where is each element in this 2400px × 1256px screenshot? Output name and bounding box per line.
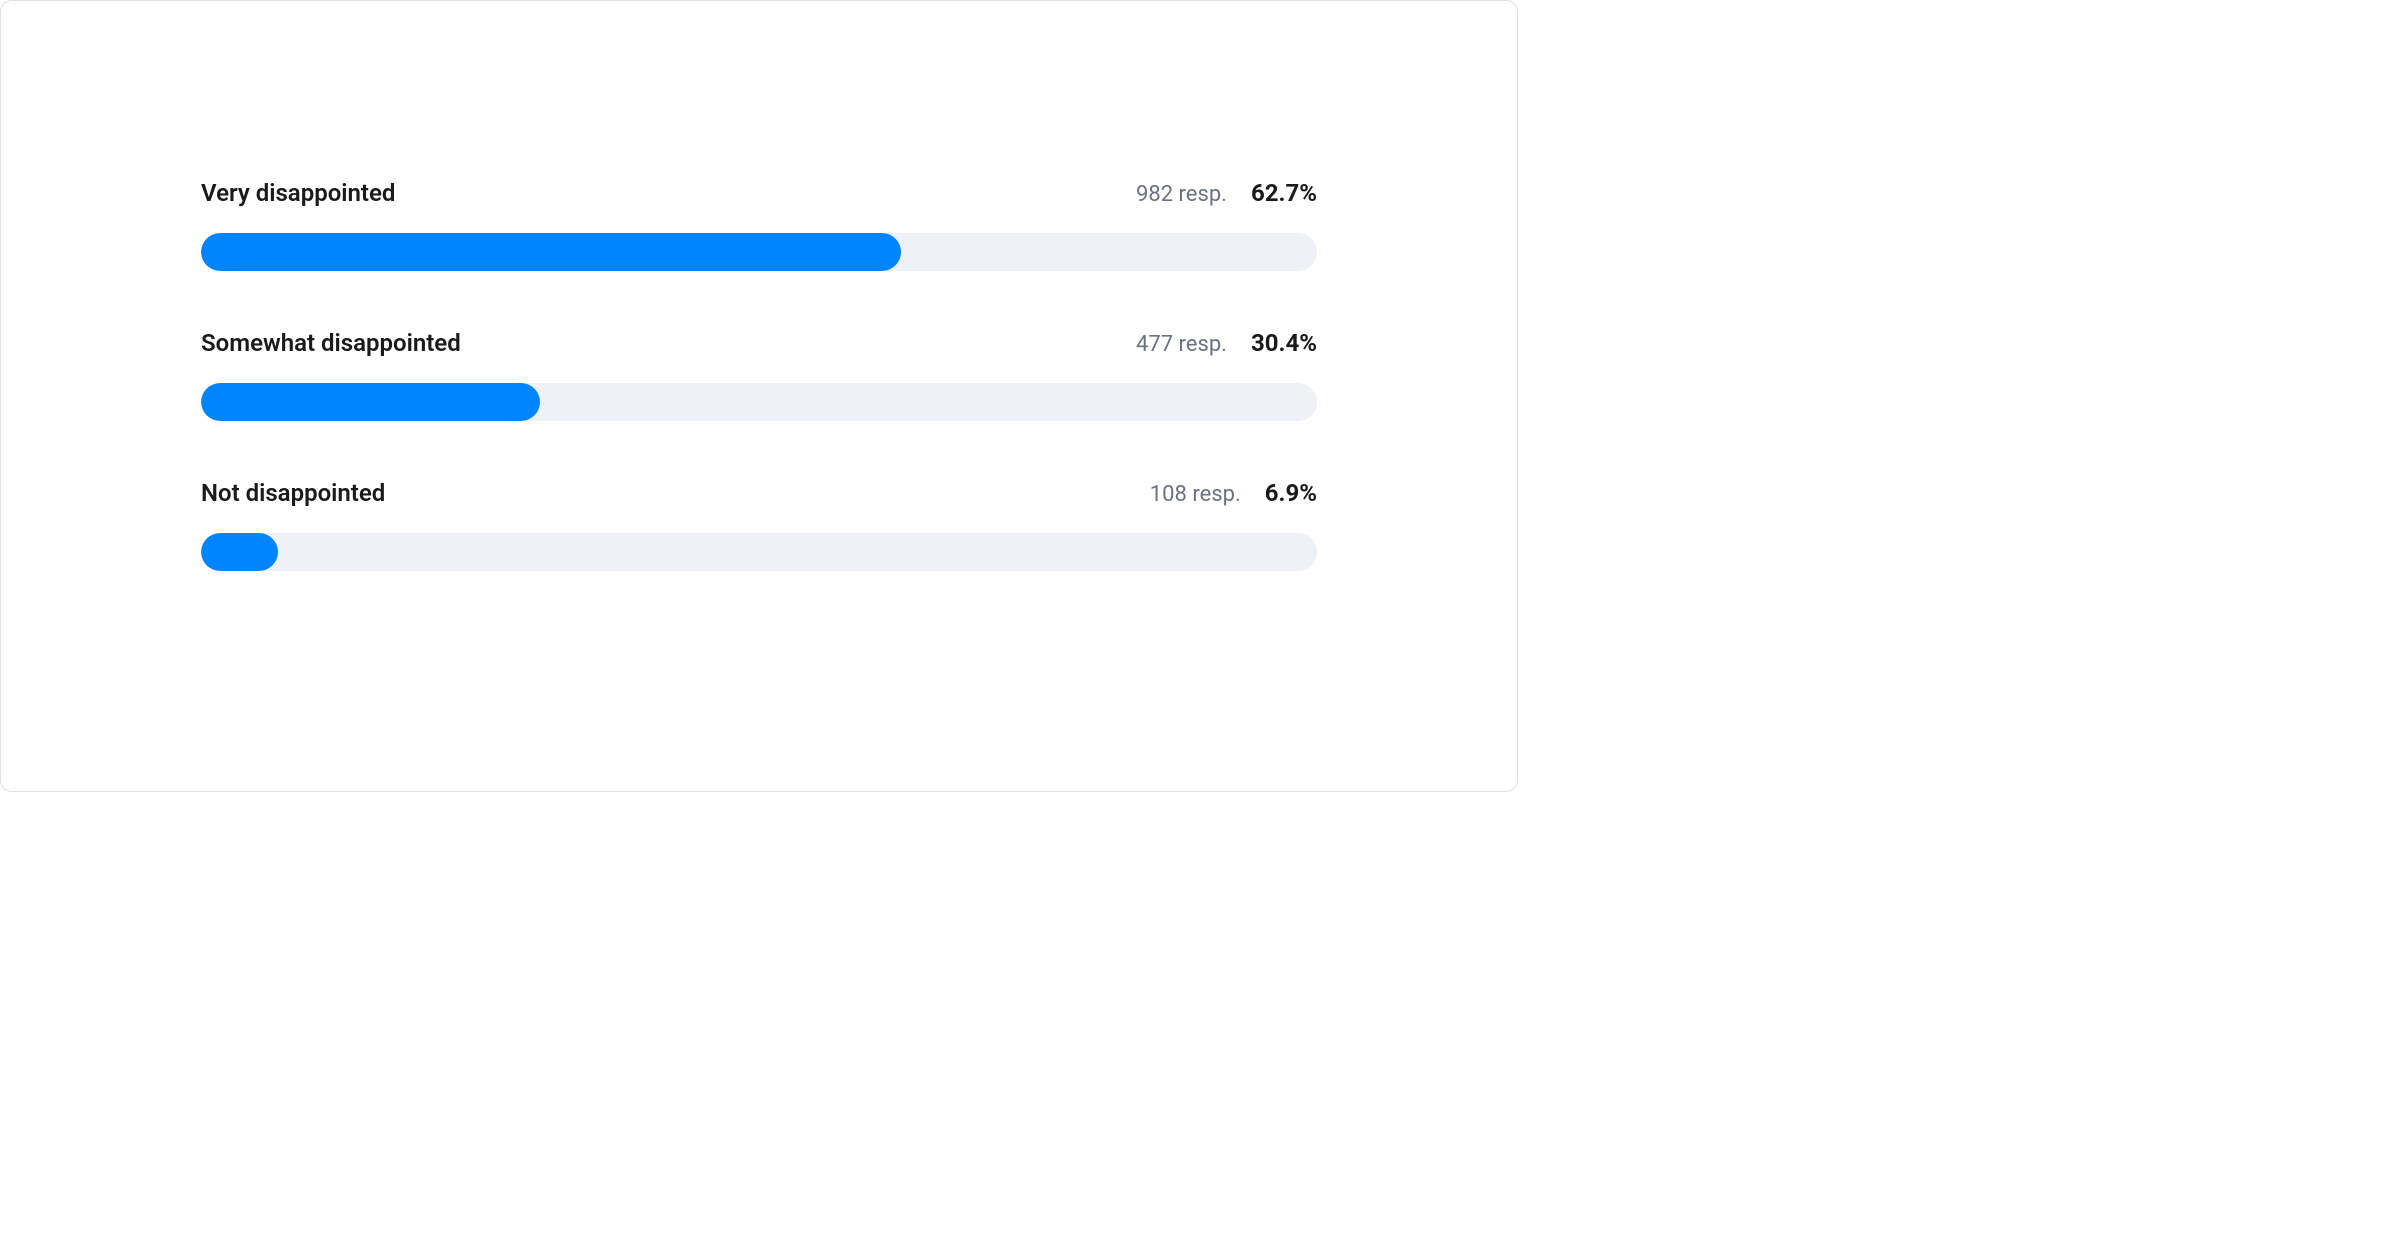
bar-count: 108 resp.	[1150, 482, 1241, 507]
bar-fill	[201, 383, 540, 421]
bar-meta: 477 resp. 30.4%	[1136, 329, 1317, 357]
bar-header: Somewhat disappointed 477 resp. 30.4%	[201, 329, 1317, 357]
bar-row: Somewhat disappointed 477 resp. 30.4%	[201, 329, 1317, 421]
bar-percent: 6.9%	[1265, 479, 1317, 507]
bar-label: Not disappointed	[201, 479, 385, 507]
bar-track	[201, 233, 1317, 271]
bar-fill	[201, 533, 278, 571]
bar-percent: 62.7%	[1251, 179, 1317, 207]
bar-label: Somewhat disappointed	[201, 329, 461, 357]
bar-track	[201, 383, 1317, 421]
bar-label: Very disappointed	[201, 179, 395, 207]
bar-count: 477 resp.	[1136, 332, 1227, 357]
bar-header: Very disappointed 982 resp. 62.7%	[201, 179, 1317, 207]
bar-meta: 982 resp. 62.7%	[1136, 179, 1317, 207]
bar-track	[201, 533, 1317, 571]
bar-fill	[201, 233, 901, 271]
bar-percent: 30.4%	[1251, 329, 1317, 357]
bar-count: 982 resp.	[1136, 182, 1227, 207]
bar-meta: 108 resp. 6.9%	[1150, 479, 1317, 507]
bar-header: Not disappointed 108 resp. 6.9%	[201, 479, 1317, 507]
bar-row: Not disappointed 108 resp. 6.9%	[201, 479, 1317, 571]
bar-row: Very disappointed 982 resp. 62.7%	[201, 179, 1317, 271]
